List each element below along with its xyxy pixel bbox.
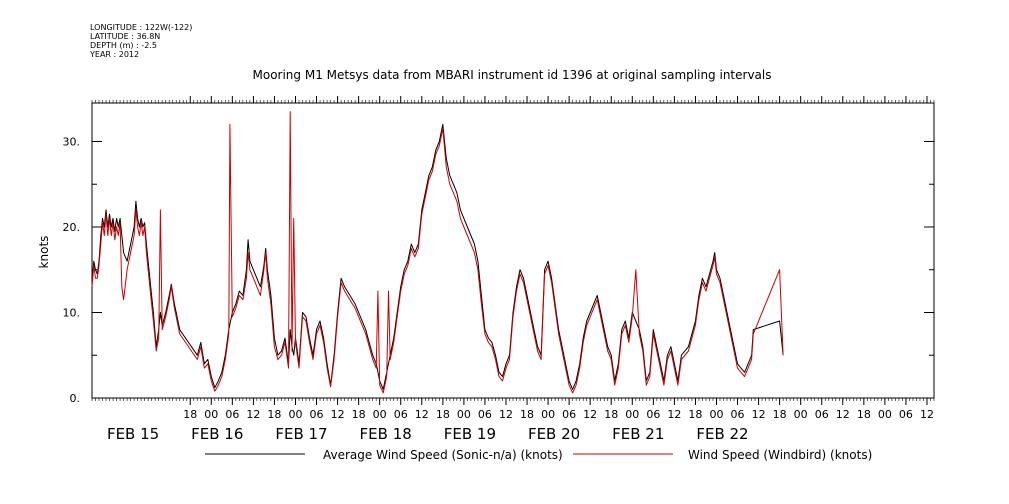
y-tick-label: 20. (63, 221, 81, 234)
legend: Average Wind Speed (Sonic-n/a) (knots) W… (205, 448, 872, 462)
x-tick-label: 06 (899, 408, 913, 421)
plot-axes: 18 00 06 12 18 00 06 12 18 00 06 12 18 00 06 12 18 00 06 12… (63, 96, 935, 443)
y-tick-label: 10. (63, 306, 81, 319)
x-tick-label: 12 (583, 408, 597, 421)
x-tick-label: 06 (310, 408, 324, 421)
x-date-label: FEB 19 (444, 425, 496, 443)
x-date-label: FEB 17 (275, 425, 327, 443)
x-tick-label: 00 (457, 408, 471, 421)
x-tick-label: 18 (352, 408, 366, 421)
y-tick-label: 0. (70, 392, 81, 405)
x-tick-label: 06 (815, 408, 829, 421)
x-tick-label: 06 (478, 408, 492, 421)
latitude-label: LATITUDE : 36.8N (90, 32, 160, 41)
x-tick-label: 00 (794, 408, 808, 421)
x-tick-label: 12 (331, 408, 345, 421)
x-tick-label: 12 (667, 408, 681, 421)
x-tick-label: 12 (836, 408, 850, 421)
x-tick-label: 00 (625, 408, 639, 421)
x-tick-label: 00 (373, 408, 387, 421)
x-tick-label: 12 (752, 408, 766, 421)
x-tick-label: 18 (436, 408, 450, 421)
x-tick-label: 00 (288, 408, 302, 421)
x-tick-label: 18 (520, 408, 534, 421)
x-tick-label: 12 (499, 408, 513, 421)
x-tick-label: 06 (225, 408, 239, 421)
x-tick-label: 18 (183, 408, 197, 421)
x-date-label: FEB 16 (191, 425, 243, 443)
x-date-label: FEB 22 (696, 425, 748, 443)
y-tick-label: 30. (63, 135, 81, 148)
legend-label-average: Average Wind Speed (Sonic-n/a) (knots) (323, 448, 563, 462)
x-tick-label: 18 (857, 408, 871, 421)
x-tick-label: 12 (920, 408, 934, 421)
x-tick-label: 18 (604, 408, 618, 421)
plot-frame (91, 102, 935, 399)
x-date-label: FEB 20 (528, 425, 580, 443)
x-tick-label: 06 (646, 408, 660, 421)
legend-label-windbird: Wind Speed (Windbird) (knots) (688, 448, 872, 462)
header-metadata: LONGITUDE : 122W(-122) LATITUDE : 36.8N … (89, 23, 192, 59)
longitude-label: LONGITUDE : 122W(-122) (90, 23, 192, 32)
series-average-wind-speed-line (91, 123, 784, 390)
x-tick-label: 12 (415, 408, 429, 421)
year-label: YEAR : 2012 (89, 50, 139, 59)
chart-title: Mooring M1 Metsys data from MBARI instru… (253, 68, 772, 82)
x-tick-label: 06 (731, 408, 745, 421)
x-date-label: FEB 18 (360, 425, 412, 443)
x-tick-label: 18 (688, 408, 702, 421)
depth-label: DEPTH (m) : -2.5 (90, 41, 157, 50)
x-tick-label: 06 (562, 408, 576, 421)
x-date-label: FEB 21 (612, 425, 664, 443)
x-tick-label: 12 (246, 408, 260, 421)
x-tick-label: 00 (204, 408, 218, 421)
x-tick-label: 00 (878, 408, 892, 421)
x-tick-label: 00 (541, 408, 555, 421)
x-date-label: FEB 15 (107, 425, 159, 443)
series-layer (91, 111, 784, 394)
x-tick-label: 00 (709, 408, 723, 421)
x-tick-label: 18 (773, 408, 787, 421)
x-tick-label: 18 (267, 408, 281, 421)
x-tick-label: 06 (394, 408, 408, 421)
series-windbird-wind-speed-line (91, 111, 784, 394)
y-axis-label: knots (37, 236, 51, 269)
